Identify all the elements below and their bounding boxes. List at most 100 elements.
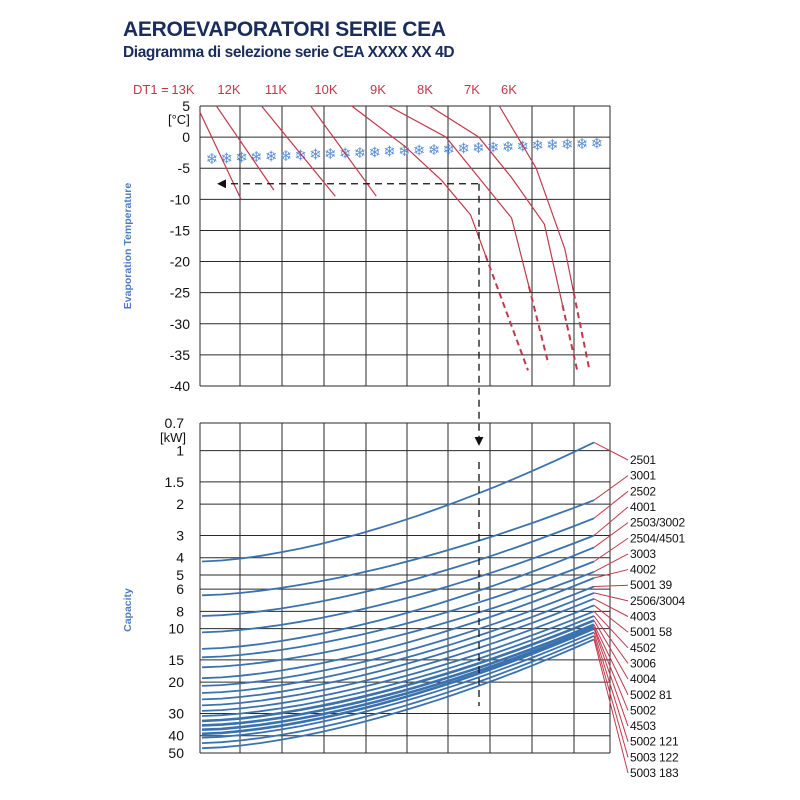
dt-curve-13K [199,111,242,200]
leader-line [593,635,629,758]
y-tick-label: -10 [170,191,190,207]
dt-curve-12K [215,105,275,191]
model-label: 4502 [630,641,656,655]
snowflake-icon: ❄ [561,136,574,154]
model-label: 2502 [630,484,656,498]
y-tick-label: 0.7 [165,415,185,431]
model-label: 5002 121 [630,735,679,749]
model-label: 3006 [630,656,656,670]
capacity-curve [201,517,595,617]
y-tick-label: 20 [168,674,184,690]
leader-line [593,615,629,664]
capacity-curve [201,635,595,744]
snowflake-icon: ❄ [265,147,278,165]
capacity-curve [201,585,595,687]
y-tick-label: -5 [178,160,191,176]
capacity-curve [201,592,595,694]
snowflake-icon: ❄ [398,142,411,160]
y-tick-label: -40 [170,378,190,394]
capacity-curve [201,615,595,717]
y-tick-label: 30 [168,706,184,722]
leader-line [593,628,629,727]
model-label: 5002 [630,703,656,717]
leader-line [593,639,629,774]
dt-curve-9K [351,105,487,256]
leader-line [593,626,629,711]
dt-curve-6K [498,105,575,293]
dt-curve-11K [261,105,336,197]
model-label: 2501 [630,453,656,467]
snowflake-icon: ❄ [457,140,470,158]
capacity-curve [201,627,595,736]
dt-prefix: DT1 = [133,82,169,97]
snowflake-icon: ❄ [354,144,367,162]
dt-curve-dashed-6K [572,292,591,371]
leader-line [593,522,629,548]
model-label: 4004 [630,672,656,686]
capacity-curve [201,610,595,712]
y-axis-label: Capacity [122,588,134,632]
leader-line [593,592,629,602]
dt-label: 6K [501,82,517,97]
snowflake-icon: ❄ [591,134,604,152]
page-subtitle: Diagramma di selezione serie CEA XXXX XX… [123,44,455,61]
capacity-curve [201,499,595,597]
capacity-curve [201,638,595,750]
capacity-curve [201,534,595,634]
snowflake-icon: ❄ [383,143,396,161]
dt-label: 7K [464,82,480,97]
capacity-curve [201,577,595,680]
capacity-curve [201,619,595,723]
y-tick-label: -15 [170,222,190,238]
leader-line [593,598,629,617]
capacity-curve [201,560,595,659]
snowflake-icon: ❄ [369,143,382,161]
model-label: 5001 58 [630,625,673,639]
dt-curve-7K [429,105,564,306]
dt-curve-dashed-7K [561,304,579,371]
y-tick-label: -25 [170,285,190,301]
leader-line [593,537,629,562]
snowflake-icon: ❄ [546,136,559,154]
leader-line [593,632,629,742]
dt-curve-dashed-9K [484,254,529,371]
y-tick-label: 4 [176,550,184,566]
leader-line [593,553,629,573]
snowflake-icon: ❄ [280,147,293,165]
snowflake-icon: ❄ [502,138,515,156]
capacity-curve [201,597,595,701]
snowflake-icon: ❄ [235,149,248,167]
y-tick-label: 3 [176,528,184,544]
y-tick-label: -35 [170,347,190,363]
y-tick-label: 10 [168,621,184,637]
snowflake-icon: ❄ [487,139,500,157]
leader-line [593,584,629,587]
dt-label: 11K [265,82,287,97]
y-tick-label: -30 [170,316,190,332]
capacity-curve [201,625,595,731]
y-tick-label: 15 [168,652,184,668]
model-label: 2503/3002 [630,516,685,530]
snowflake-icon: ❄ [576,135,589,153]
leader-line [593,441,629,461]
y-tick-label: 5 [182,98,190,114]
dt-curve-10K [310,105,377,197]
model-label: 2506/3004 [630,594,685,608]
leader-line [593,506,629,536]
leader-line [593,604,629,633]
model-label: 3001 [630,469,656,483]
page-title: AEROEVAPORATORI SERIE CEA [123,18,446,41]
snowflake-icon: ❄ [531,137,544,155]
model-label: 4003 [630,610,656,624]
model-label: 4002 [630,563,656,577]
capacity-curve [201,570,595,669]
y-tick-label: 6 [176,581,184,597]
capacity-curve [201,441,595,563]
leader-line [593,490,629,519]
model-label: 3003 [630,547,656,561]
leader-line [593,620,629,680]
y-tick-label: 5 [176,567,184,583]
capacity-curve [201,623,595,727]
